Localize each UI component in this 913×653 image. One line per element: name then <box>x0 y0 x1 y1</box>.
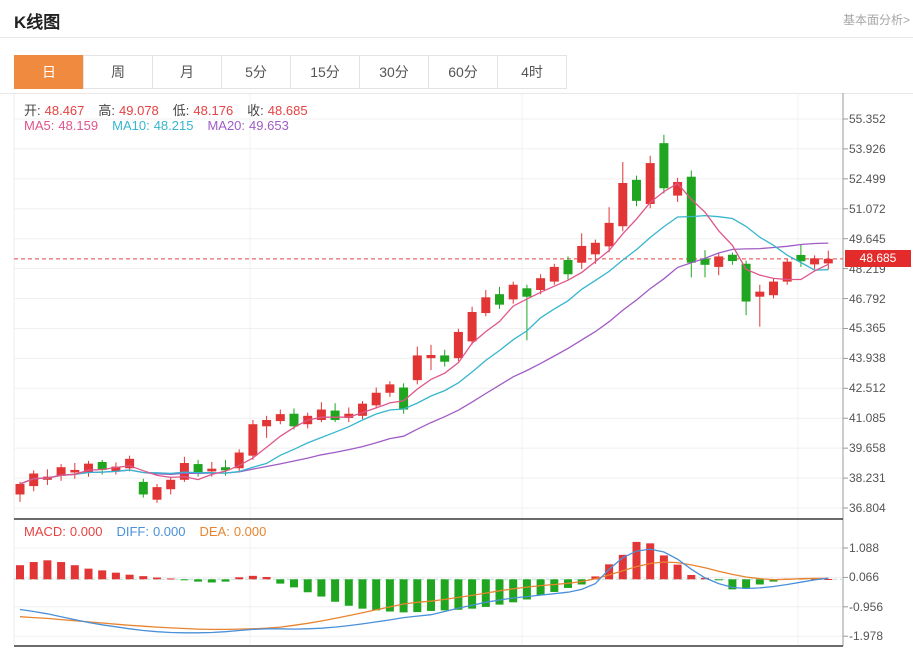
last-price-badge: 48.685 <box>845 250 911 268</box>
ma-readout: MA5: 48.159 MA10: 48.215 MA20: 49.653 <box>24 118 293 133</box>
close-value: 48.685 <box>267 103 308 118</box>
candlestick-and-macd-chart[interactable] <box>0 93 913 653</box>
close-label: 收: <box>247 103 264 118</box>
y-axis-label: 51.072 <box>849 201 886 216</box>
y-axis-label: 45.365 <box>849 321 886 336</box>
macd-readout: MACD: 0.000 DIFF: 0.000 DEA: 0.000 <box>24 524 270 539</box>
y-axis-label: 42.512 <box>849 381 886 396</box>
y-axis-label: 52.499 <box>849 171 886 186</box>
ma5-value: 48.159 <box>58 118 99 133</box>
diff-label: DIFF: <box>116 524 149 539</box>
ohlc-readout: 开: 48.467 高: 49.078 低: 48.176 收: 48.685 <box>24 100 312 119</box>
y-axis-label: 55.352 <box>849 112 886 126</box>
y-axis-label: 0.066 <box>849 570 880 585</box>
ma10-label: MA10: <box>112 118 150 133</box>
high-label: 高: <box>98 103 116 118</box>
header-separator <box>0 37 913 38</box>
ma20-value: 49.653 <box>249 118 289 133</box>
period-tabs: 日周月 5分 15分 30分 60分 4时 <box>14 55 567 89</box>
macd-value: 0.000 <box>69 524 103 539</box>
macd-label: MACD: <box>24 524 66 539</box>
y-axis-label: 43.938 <box>849 351 886 366</box>
page-title: K线图 <box>14 13 61 32</box>
y-axis-label: -0.956 <box>849 599 884 614</box>
y-axis-label: 49.645 <box>849 231 886 246</box>
tab-m60[interactable]: 60分 <box>428 55 498 89</box>
tab-m15[interactable]: 15分 <box>290 55 360 89</box>
ma10-value: 48.215 <box>153 118 194 133</box>
open-label: 开: <box>24 103 41 118</box>
y-axis-label: -1.978 <box>849 629 884 644</box>
dea-value: 0.000 <box>233 524 267 539</box>
y-axis-label: 1.088 <box>849 541 880 555</box>
tab-m30[interactable]: 30分 <box>359 55 429 89</box>
y-axis-label: 53.926 <box>849 141 886 156</box>
y-axis-label: 38.231 <box>849 471 886 486</box>
low-label: 低: <box>172 103 190 118</box>
low-value: 48.176 <box>193 103 234 118</box>
tab-month[interactable]: 月 <box>152 55 222 89</box>
open-value: 48.467 <box>44 103 85 118</box>
high-value: 49.078 <box>119 103 159 118</box>
y-axis-label: 41.085 <box>849 411 886 426</box>
tab-h4[interactable]: 4时 <box>497 55 567 89</box>
chart-area: 开: 48.467 高: 49.078 低: 48.176 收: 48.685 MA5: 48.… <box>0 93 913 653</box>
ma20-label: MA20: <box>207 118 246 133</box>
tab-m5[interactable]: 5分 <box>221 55 291 89</box>
y-axis-label: 46.792 <box>849 291 886 306</box>
tab-day[interactable]: 日 <box>14 55 84 89</box>
ma5-label: MA5: <box>24 118 55 133</box>
y-axis-label: 39.658 <box>849 441 886 456</box>
tab-week[interactable]: 周 <box>83 55 153 89</box>
y-axis-label: 36.804 <box>849 501 886 516</box>
dea-label: DEA: <box>199 524 230 539</box>
diff-value: 0.000 <box>152 524 186 539</box>
fundamental-analysis-link[interactable]: 基本面分析> <box>842 13 910 27</box>
